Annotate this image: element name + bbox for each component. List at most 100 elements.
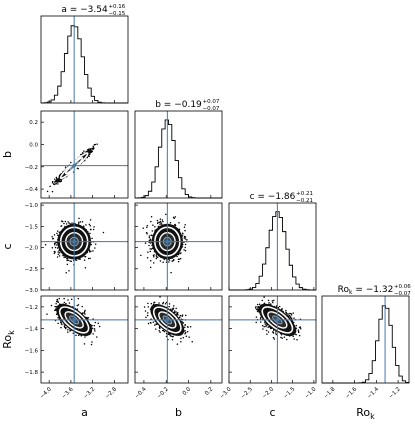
x-tick-label: −0.2 bbox=[156, 386, 170, 400]
sample-point bbox=[83, 310, 86, 313]
x-tick-label: −4.0 bbox=[39, 386, 53, 400]
sample-point bbox=[168, 259, 171, 261]
sample-point bbox=[149, 248, 151, 250]
sample-point bbox=[263, 296, 265, 298]
err-minus-c: −0.21 bbox=[296, 198, 313, 204]
sample-point bbox=[83, 259, 86, 261]
sample-point bbox=[255, 321, 257, 324]
sample-point bbox=[148, 236, 151, 239]
sample-point bbox=[270, 327, 272, 330]
sample-point bbox=[269, 303, 272, 305]
sample-point bbox=[98, 325, 101, 328]
sample-point bbox=[271, 300, 274, 302]
sample-point bbox=[256, 303, 259, 306]
sample-point bbox=[146, 314, 149, 317]
panel-frame bbox=[134, 110, 223, 199]
sample-point bbox=[189, 325, 192, 328]
sample-point bbox=[181, 314, 184, 316]
sample-point bbox=[89, 257, 91, 260]
sample-point bbox=[92, 145, 94, 147]
hist-panel-b: b = −0.19 +0.07−0.07 bbox=[134, 99, 223, 199]
y-tick-label: −1.6 bbox=[25, 348, 39, 354]
contour-outer bbox=[152, 306, 182, 334]
scatter-panel-c-Ro_k: −3.0 −2.5 −2.0 −1.5 −1.0 bbox=[219, 295, 318, 400]
sample-point bbox=[275, 332, 277, 334]
sample-point bbox=[273, 338, 276, 340]
sample-point bbox=[184, 243, 187, 246]
sample-point bbox=[187, 326, 189, 328]
sample-point bbox=[94, 143, 97, 146]
sample-point bbox=[145, 231, 148, 234]
y-tick-label: −0.2 bbox=[25, 165, 38, 171]
sample-point bbox=[88, 223, 91, 226]
sample-point bbox=[161, 219, 164, 221]
truth-marker bbox=[275, 318, 280, 322]
sample-point bbox=[161, 329, 164, 332]
x-tick-label: −2.5 bbox=[240, 386, 254, 400]
sample-point bbox=[155, 256, 158, 258]
sample-point bbox=[162, 302, 164, 305]
sample-point bbox=[92, 250, 94, 252]
sample-point bbox=[257, 309, 259, 312]
sample-point bbox=[93, 226, 95, 228]
sample-point bbox=[52, 180, 54, 183]
sample-point bbox=[177, 258, 180, 261]
sample-point bbox=[69, 330, 71, 332]
sample-point bbox=[146, 224, 149, 227]
sample-point bbox=[259, 321, 262, 323]
err-minus-a: −0.15 bbox=[108, 11, 125, 17]
sample-point bbox=[91, 147, 94, 150]
truth-marker bbox=[72, 239, 76, 244]
sample-point bbox=[184, 329, 186, 332]
sample-point bbox=[81, 312, 84, 314]
sample-point bbox=[158, 302, 160, 304]
sample-point bbox=[54, 244, 56, 246]
sample-point bbox=[287, 313, 289, 315]
sample-point bbox=[81, 151, 84, 154]
sample-point bbox=[63, 297, 65, 300]
sample-point bbox=[56, 247, 59, 249]
sample-point bbox=[84, 266, 87, 269]
sample-point bbox=[70, 161, 72, 164]
hist-panel-c: c = −1.86 +0.21−0.21 bbox=[228, 191, 317, 291]
sample-point bbox=[90, 250, 92, 252]
y-tick-label: −3.0 bbox=[25, 288, 39, 294]
sample-point bbox=[54, 180, 57, 182]
x-tick-label: 0.0 bbox=[182, 386, 193, 397]
sample-point bbox=[264, 323, 266, 325]
sample-point bbox=[142, 227, 144, 229]
sample-point bbox=[162, 220, 164, 223]
sample-point bbox=[162, 261, 164, 263]
sample-point bbox=[56, 244, 58, 246]
sample-point bbox=[77, 297, 80, 300]
sample-point bbox=[298, 326, 301, 329]
scatter-panel-a-c: −3.0 −2.5 −2.0 −1.5 −1.0 bbox=[25, 202, 129, 294]
sample-point bbox=[78, 221, 80, 223]
x-tick-label: −1.4 bbox=[366, 386, 380, 400]
sample-point bbox=[288, 314, 291, 317]
sample-point bbox=[92, 228, 95, 231]
sample-point bbox=[292, 335, 294, 338]
sample-point bbox=[176, 312, 178, 315]
sample-point bbox=[52, 237, 55, 240]
sample-point bbox=[181, 232, 184, 234]
sample-point bbox=[51, 247, 54, 249]
sample-point bbox=[83, 150, 85, 152]
sample-point bbox=[79, 258, 81, 260]
sample-point bbox=[168, 305, 170, 308]
sample-point bbox=[51, 235, 53, 238]
sample-point bbox=[83, 312, 86, 314]
scatter-panel-b-c bbox=[134, 202, 223, 291]
y-tick-label: −2.0 bbox=[25, 246, 39, 252]
sample-point bbox=[285, 309, 287, 312]
sample-point bbox=[280, 308, 283, 311]
sample-point bbox=[183, 226, 186, 228]
sample-point bbox=[170, 271, 172, 274]
sample-point bbox=[56, 232, 58, 235]
sample-point bbox=[89, 219, 92, 221]
sample-point bbox=[268, 302, 270, 304]
hist-step-a bbox=[40, 25, 128, 104]
sample-point bbox=[173, 259, 175, 261]
sample-point bbox=[182, 322, 185, 324]
sample-point bbox=[87, 257, 90, 260]
